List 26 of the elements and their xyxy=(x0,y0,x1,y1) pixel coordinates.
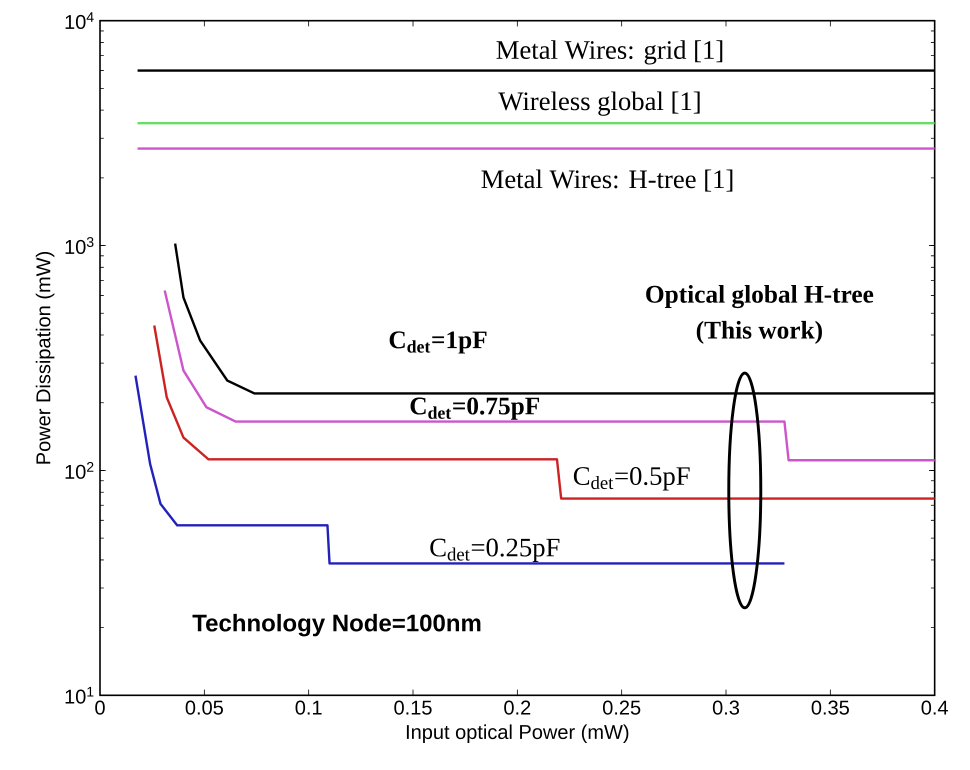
x-tick-label: 0.05 xyxy=(186,700,223,715)
x-tick-label: 0.25 xyxy=(602,700,640,715)
annotation: Technology Node=100nm xyxy=(192,614,480,636)
x-tick-label: 0.2 xyxy=(504,700,530,715)
annotation: C$_{det}$=0.75pF xyxy=(410,397,540,420)
y-tick-label: 10$^{2}$ xyxy=(66,462,94,479)
y-tick-label: 10$^{3}$ xyxy=(66,237,94,254)
y-tick-label: 10$^{1}$ xyxy=(66,686,94,704)
line-series xyxy=(134,374,786,565)
annotation: (This work) xyxy=(696,320,822,344)
y-axis-title: Power Dissipation (mW) xyxy=(36,252,54,464)
y-tick-label: 10$^{4}$ xyxy=(66,12,94,30)
annotation: C$_{det}$=0.5pF xyxy=(574,467,690,490)
x-axis-title: Input optical Power (mW) xyxy=(406,724,628,744)
annotation: C$_{det}$=0.25pF xyxy=(430,538,560,562)
annotation: Wireless global [1] xyxy=(498,92,700,116)
x-tick-label: 0.35 xyxy=(812,700,849,715)
annotation: Metal Wires: H-tree [1] xyxy=(481,170,732,192)
x-tick-label: 0.3 xyxy=(712,700,740,715)
x-tick-label: 0 xyxy=(95,700,105,715)
annotation: Metal Wires: grid [1] xyxy=(496,40,722,64)
annotation: C$_{det}$=1pF xyxy=(390,331,486,354)
x-tick-label: 0.1 xyxy=(296,700,322,715)
x-tick-label: 0.4 xyxy=(922,700,948,715)
x-tick-label: 0.15 xyxy=(394,700,432,715)
annotation: Optical global H-tree xyxy=(646,285,874,308)
